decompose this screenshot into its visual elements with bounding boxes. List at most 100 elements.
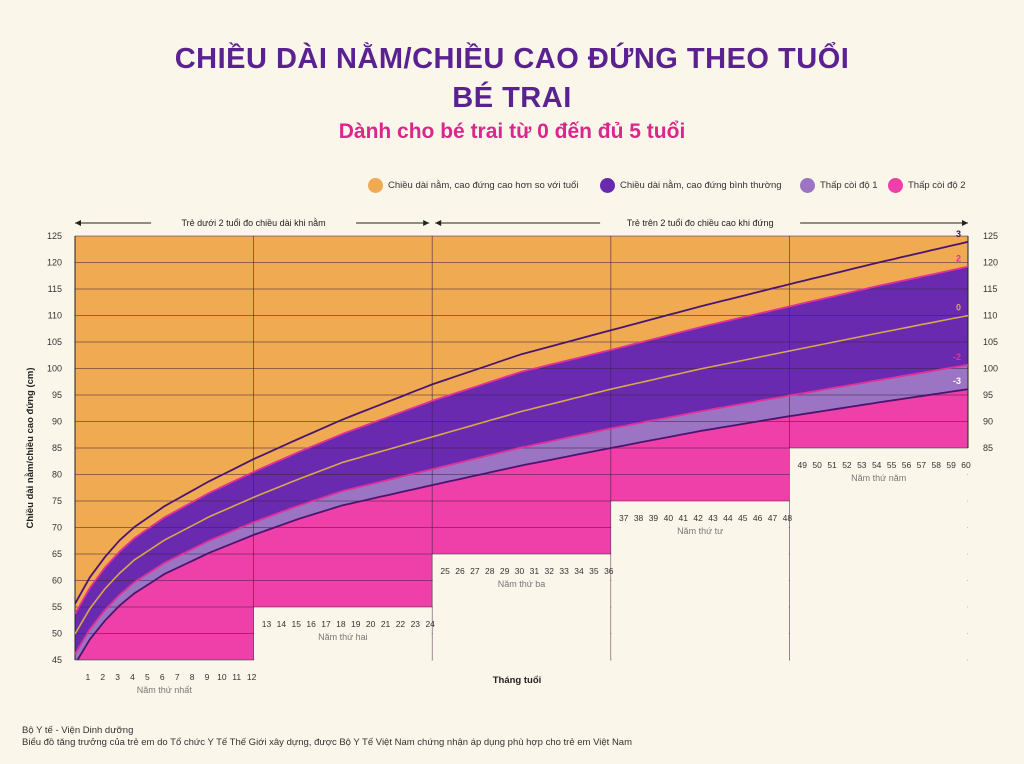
- year-label-5: Năm thứ năm: [851, 473, 906, 483]
- x-tick-23: 23: [411, 619, 421, 629]
- x-tick-40: 40: [664, 513, 674, 523]
- x-tick-30: 30: [515, 566, 525, 576]
- y-tick-left-85: 85: [52, 443, 62, 453]
- y-tick-left-100: 100: [47, 364, 62, 374]
- band-normal: [75, 266, 968, 655]
- period-label-bg-1: [151, 217, 357, 229]
- x-tick-15: 15: [292, 619, 302, 629]
- curve--3: [76, 388, 968, 660]
- x-tick-50: 50: [812, 460, 822, 470]
- x-tick-57: 57: [917, 460, 927, 470]
- year-blank-cover-3: [432, 554, 611, 691]
- x-tick-34: 34: [574, 566, 584, 576]
- x-tick-25: 25: [440, 566, 450, 576]
- period-label-over2: Trẻ trên 2 tuổi đo chiều cao khi đứng: [627, 218, 774, 228]
- x-tick-17: 17: [321, 619, 331, 629]
- x-tick-36: 36: [604, 566, 614, 576]
- curve--2: [75, 363, 968, 655]
- legend-swatch-stunted2: [888, 178, 903, 193]
- x-tick-53: 53: [857, 460, 867, 470]
- legend-item-stunted1: Thấp còi độ 1: [800, 178, 878, 193]
- year-label-4: Năm thứ tư: [677, 526, 723, 536]
- legend-item-tall: Chiều dài nằm, cao đứng cao hơn so với t…: [368, 178, 578, 193]
- page-title-line2: BÉ TRAI: [452, 82, 572, 114]
- curve-0: [75, 314, 968, 635]
- legend-label-tall: Chiều dài nằm, cao đứng cao hơn so với t…: [388, 180, 579, 191]
- x-tick-37: 37: [619, 513, 629, 523]
- y-tick-left-125: 125: [47, 231, 62, 241]
- y-tick-left-75: 75: [52, 496, 62, 506]
- footer-source: Bộ Y tế - Viện Dinh dưỡng: [22, 725, 134, 736]
- x-tick-2: 2: [100, 672, 105, 682]
- y-tick-left-50: 50: [52, 629, 62, 639]
- x-tick-58: 58: [931, 460, 941, 470]
- x-axis-label: Tháng tuổi: [493, 675, 542, 686]
- period-arrow-over2-head-right: [962, 220, 968, 226]
- x-tick-43: 43: [708, 513, 718, 523]
- x-tick-52: 52: [842, 460, 852, 470]
- x-tick-31: 31: [530, 566, 540, 576]
- legend-swatch-normal: [600, 178, 615, 193]
- x-tick-14: 14: [277, 619, 287, 629]
- y-tick-right-125: 125: [983, 231, 998, 241]
- x-tick-44: 44: [723, 513, 733, 523]
- period-label-under2: Trẻ dưới 2 tuổi đo chiều dài khi nằm: [182, 218, 326, 228]
- x-tick-8: 8: [190, 672, 195, 682]
- y-tick-right-85: 85: [983, 443, 993, 453]
- legend-swatch-tall: [368, 178, 383, 193]
- x-tick-21: 21: [381, 619, 391, 629]
- x-tick-28: 28: [485, 566, 495, 576]
- y-tick-left-45: 45: [52, 655, 62, 665]
- x-tick-55: 55: [887, 460, 897, 470]
- y-tick-right-105: 105: [983, 337, 998, 347]
- x-tick-35: 35: [589, 566, 599, 576]
- legend-label-normal: Chiều dài nằm, cao đứng bình thường: [620, 180, 782, 191]
- y-tick-left-95: 95: [52, 390, 62, 400]
- legend-swatch-stunted1: [800, 178, 815, 193]
- legend-label-stunted1: Thấp còi độ 1: [820, 180, 878, 191]
- y-tick-left-55: 55: [52, 602, 62, 612]
- x-tick-20: 20: [366, 619, 376, 629]
- x-tick-56: 56: [902, 460, 912, 470]
- y-axis-label: Chiều dài nằm/chiều cao đứng (cm): [24, 367, 36, 528]
- legend-item-normal: Chiều dài nằm, cao đứng bình thường: [600, 178, 782, 193]
- x-tick-4: 4: [130, 672, 135, 682]
- year-label-3: Năm thứ ba: [498, 579, 546, 589]
- band-stunted1: [75, 364, 968, 660]
- x-tick-60: 60: [961, 460, 971, 470]
- y-tick-left-90: 90: [52, 417, 62, 427]
- y-tick-left-65: 65: [52, 549, 62, 559]
- year-label-1: Năm thứ nhất: [137, 685, 193, 695]
- y-tick-right-95: 95: [983, 390, 993, 400]
- curve-label-0: 0: [956, 303, 961, 313]
- curve-2: [75, 265, 968, 615]
- curve-3: [75, 240, 968, 605]
- y-tick-right-100: 100: [983, 364, 998, 374]
- y-tick-left-80: 80: [52, 470, 62, 480]
- legend-label-stunted2: Thấp còi độ 2: [908, 180, 966, 191]
- x-tick-32: 32: [545, 566, 555, 576]
- x-tick-12: 12: [247, 672, 257, 682]
- y-tick-left-110: 110: [48, 311, 62, 321]
- curve-label-3: 3: [956, 229, 961, 239]
- band-tall: [75, 236, 968, 614]
- x-tick-22: 22: [396, 619, 406, 629]
- period-arrow-over2-head-left: [435, 220, 442, 226]
- x-tick-6: 6: [160, 672, 165, 682]
- x-tick-46: 46: [753, 513, 763, 523]
- y-tick-left-60: 60: [52, 576, 62, 586]
- x-tick-7: 7: [175, 672, 180, 682]
- curve-label-2: 2: [956, 254, 961, 264]
- x-tick-5: 5: [145, 672, 150, 682]
- x-tick-59: 59: [946, 460, 956, 470]
- page-subtitle: Dành cho bé trai từ 0 đến đủ 5 tuổi: [338, 120, 686, 143]
- y-tick-right-90: 90: [983, 417, 993, 427]
- x-tick-24: 24: [425, 619, 435, 629]
- x-tick-16: 16: [306, 619, 316, 629]
- period-arrow-under2-head-right: [423, 220, 430, 226]
- y-tick-left-70: 70: [52, 523, 62, 533]
- x-tick-48: 48: [783, 513, 793, 523]
- x-tick-54: 54: [872, 460, 882, 470]
- year-blank-cover-1: [75, 660, 254, 691]
- x-tick-45: 45: [738, 513, 748, 523]
